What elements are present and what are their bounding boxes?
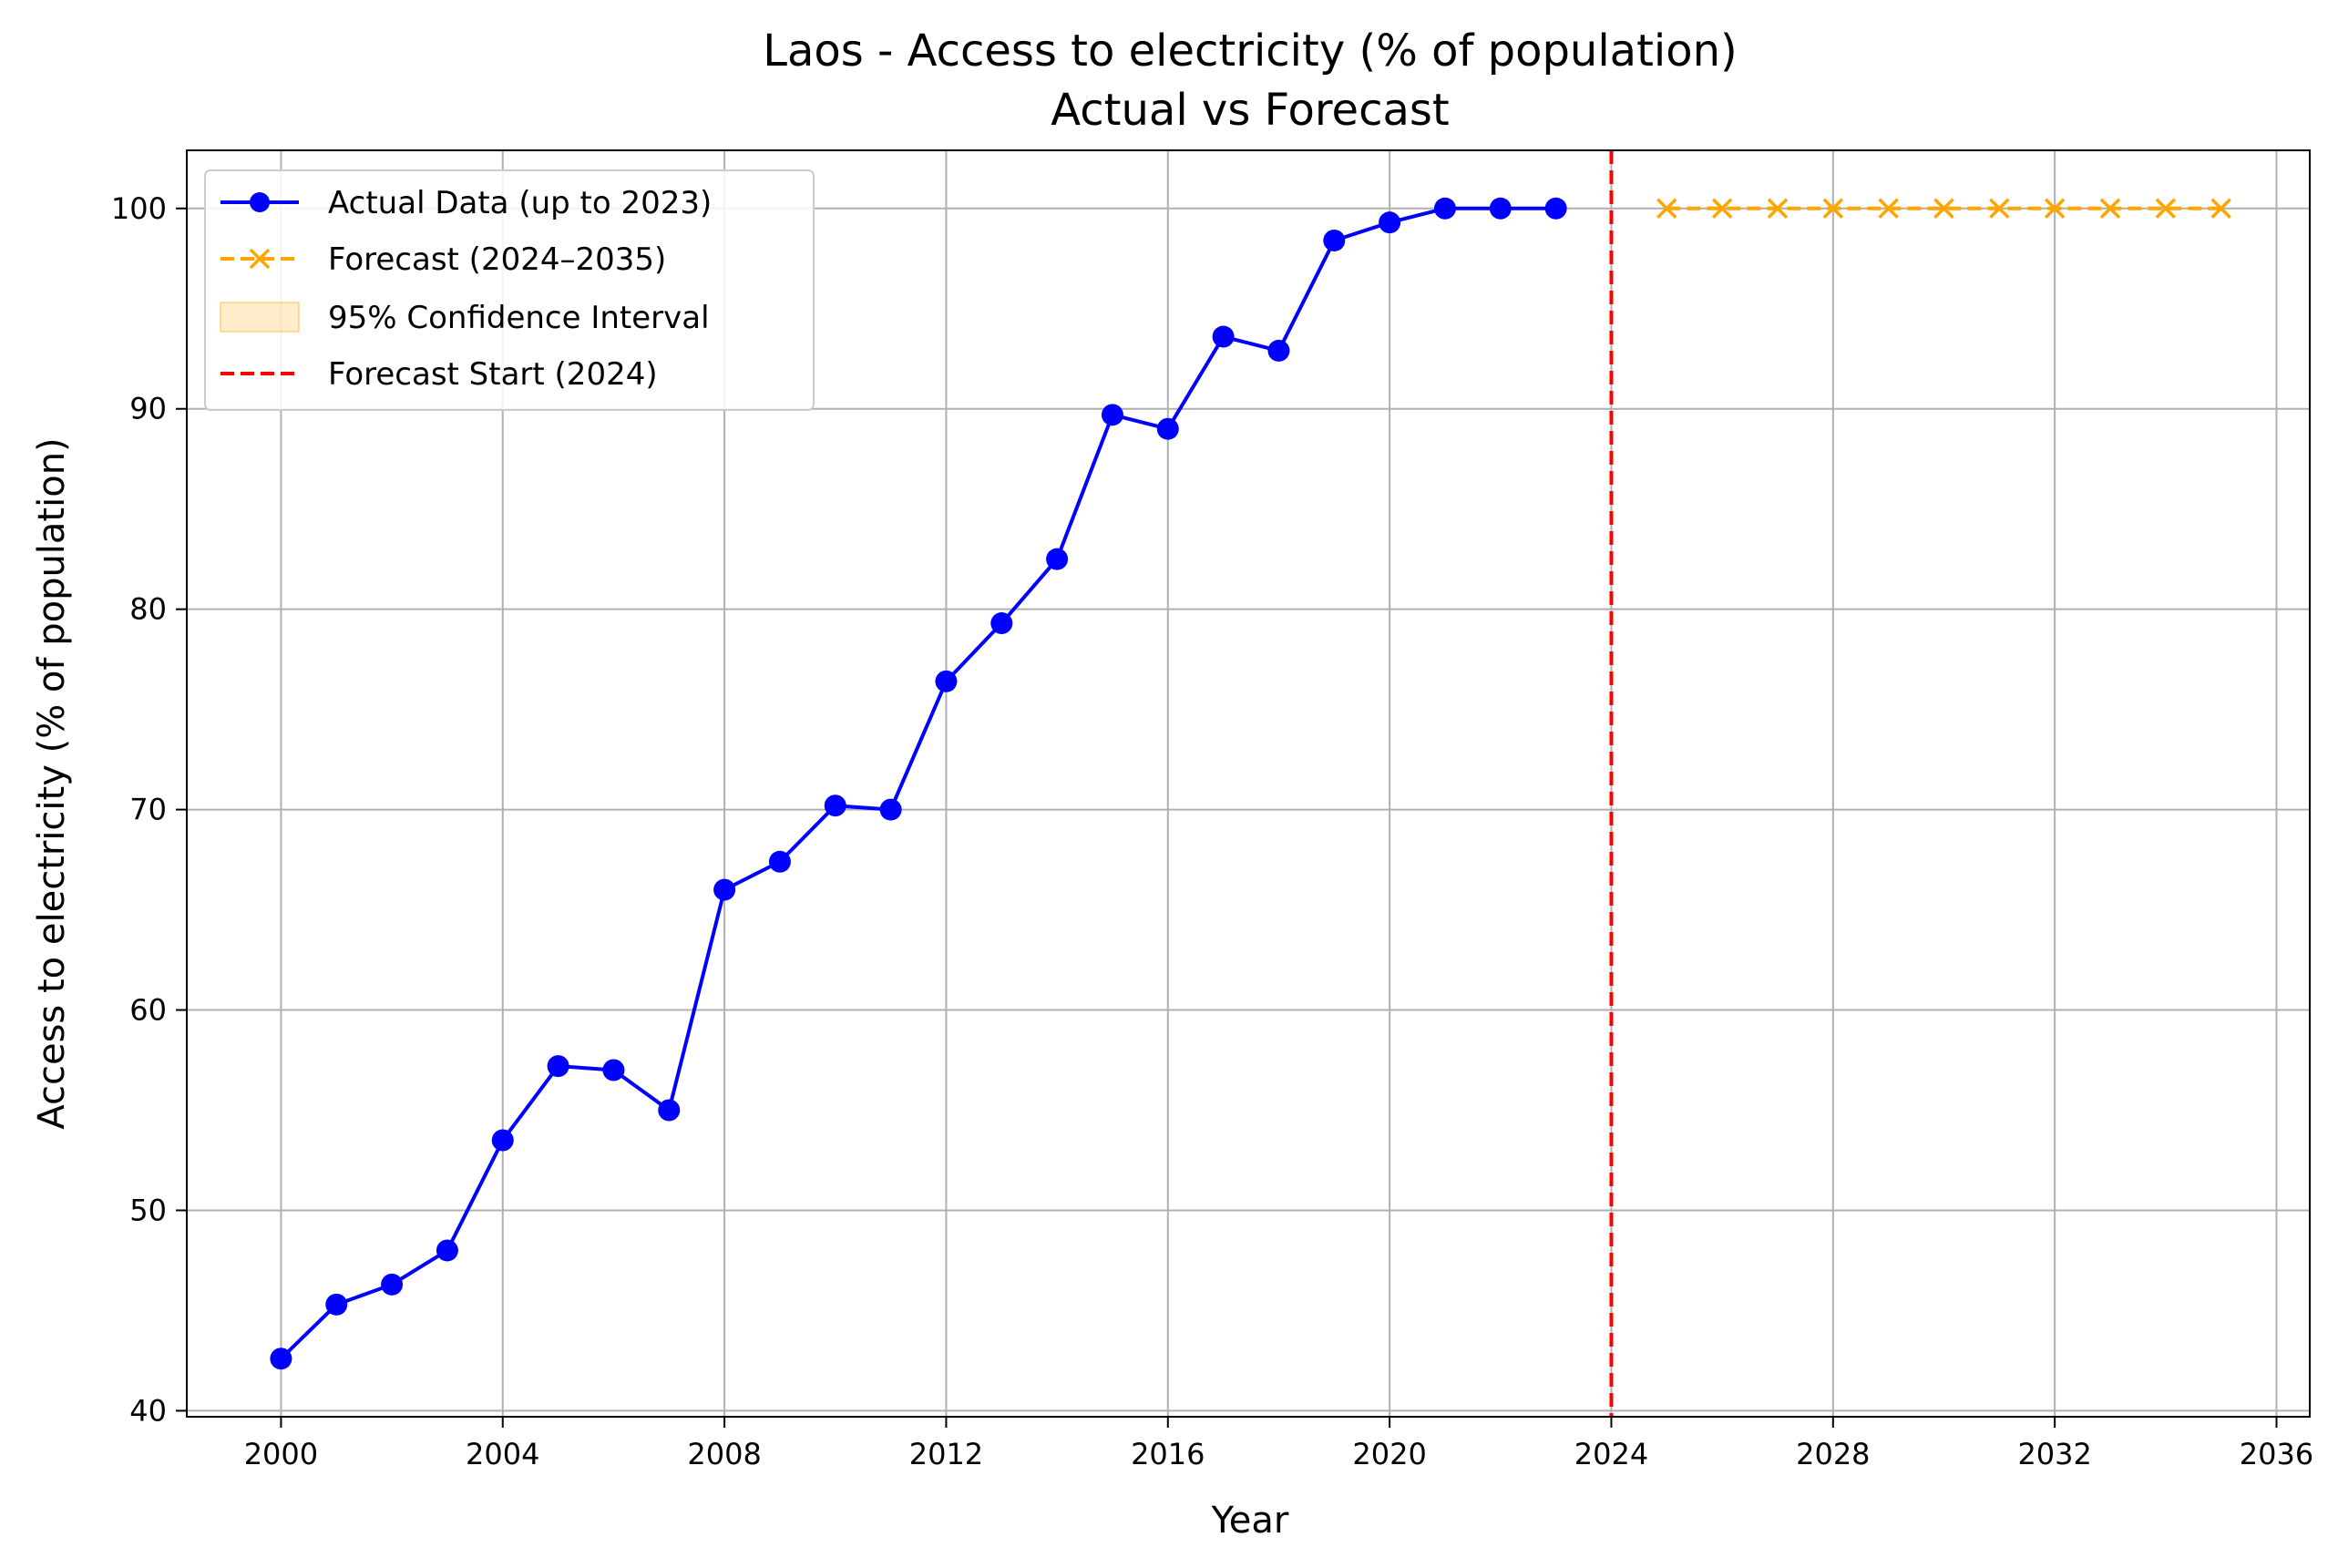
- legend-forecast-label: Forecast (2024–2035): [328, 241, 666, 278]
- data-point: [1544, 197, 1567, 220]
- legend-actual-marker: [250, 192, 270, 212]
- data-point: [1156, 417, 1179, 440]
- data-point: [547, 1055, 569, 1078]
- series-layer: [270, 150, 2231, 1417]
- y-tick-label: 70: [129, 793, 167, 827]
- x-tick-label: 2008: [687, 1437, 761, 1471]
- y-tick-label: 50: [129, 1193, 167, 1227]
- forecast-point: [1656, 198, 1677, 220]
- data-point: [381, 1273, 404, 1296]
- data-point: [990, 612, 1013, 635]
- data-point: [713, 878, 736, 901]
- legend-confidence-swatch: [220, 302, 300, 333]
- data-point: [1046, 548, 1069, 570]
- legend-actual-label: Actual Data (up to 2023): [328, 185, 712, 221]
- data-point: [935, 670, 958, 692]
- x-axis-label: Year: [1211, 1500, 1289, 1542]
- legend-item-confidence: 95% Confidence Interval: [220, 300, 710, 336]
- data-point: [1267, 339, 1290, 362]
- legend: Actual Data (up to 2023) Forecast (2024–…: [204, 169, 815, 411]
- data-point: [1323, 229, 1346, 251]
- forecast-point: [1933, 198, 1954, 220]
- data-point: [658, 1099, 681, 1122]
- x-tick-label: 2004: [466, 1437, 539, 1471]
- plot-frame: [186, 149, 2311, 1418]
- forecast-point: [1878, 198, 1899, 220]
- x-tick-label: 2036: [2240, 1437, 2313, 1471]
- legend-confidence-label: 95% Confidence Interval: [328, 300, 710, 336]
- forecast-point: [1989, 198, 2010, 220]
- legend-forecast-start-label: Forecast Start (2024): [328, 356, 658, 393]
- forecast-point: [2099, 198, 2121, 220]
- x-tick-label: 2032: [2017, 1437, 2091, 1471]
- grid-lines: [187, 150, 2310, 1417]
- forecast-point: [2155, 198, 2177, 220]
- x-tick-label: 2016: [1131, 1437, 1205, 1471]
- data-point: [1433, 197, 1456, 220]
- data-point: [1212, 325, 1235, 348]
- data-point: [1101, 404, 1123, 426]
- legend-item-actual: Actual Data (up to 2023): [220, 185, 712, 221]
- legend-box: [204, 169, 815, 411]
- data-point: [325, 1293, 348, 1316]
- legend-item-forecast-start: Forecast Start (2024): [220, 356, 658, 393]
- x-tick-label: 2020: [1352, 1437, 1426, 1471]
- y-tick-label: 100: [111, 191, 167, 226]
- data-point: [879, 798, 902, 821]
- data-point: [1379, 211, 1401, 234]
- y-tick-label: 40: [129, 1393, 167, 1428]
- x-tick-label: 2024: [1574, 1437, 1648, 1471]
- data-point: [491, 1129, 514, 1152]
- data-point: [1489, 197, 1512, 220]
- y-tick-label: 90: [129, 392, 167, 426]
- data-point: [602, 1059, 625, 1081]
- forecast-point: [1711, 198, 1733, 220]
- data-point: [824, 794, 846, 817]
- chart-subtitle: Actual vs Forecast: [1051, 85, 1449, 136]
- x-tick-label: 2012: [909, 1437, 983, 1471]
- forecast-point: [2210, 198, 2231, 220]
- y-tick-label: 60: [129, 993, 167, 1028]
- axis-ticks: 2000 2004 2008 2012 2016 2020 2024 2028 2032 2036…: [111, 191, 2313, 1471]
- forecast-point: [1822, 198, 1844, 220]
- y-tick-label: 80: [129, 592, 167, 627]
- x-tick-label: 2028: [1796, 1437, 1870, 1471]
- data-point: [270, 1348, 292, 1370]
- data-point: [436, 1239, 458, 1262]
- forecast-point: [1767, 198, 1789, 220]
- x-tick-label: 2000: [244, 1437, 318, 1471]
- y-axis-label: Access to electricity (% of population): [31, 437, 73, 1129]
- legend-item-forecast: Forecast (2024–2035): [220, 241, 666, 278]
- legend-forecast-marker: [249, 248, 271, 270]
- forecast-point: [2044, 198, 2066, 220]
- chart-title: Laos - Access to electricity (% of popul…: [763, 26, 1738, 77]
- data-point: [768, 850, 791, 873]
